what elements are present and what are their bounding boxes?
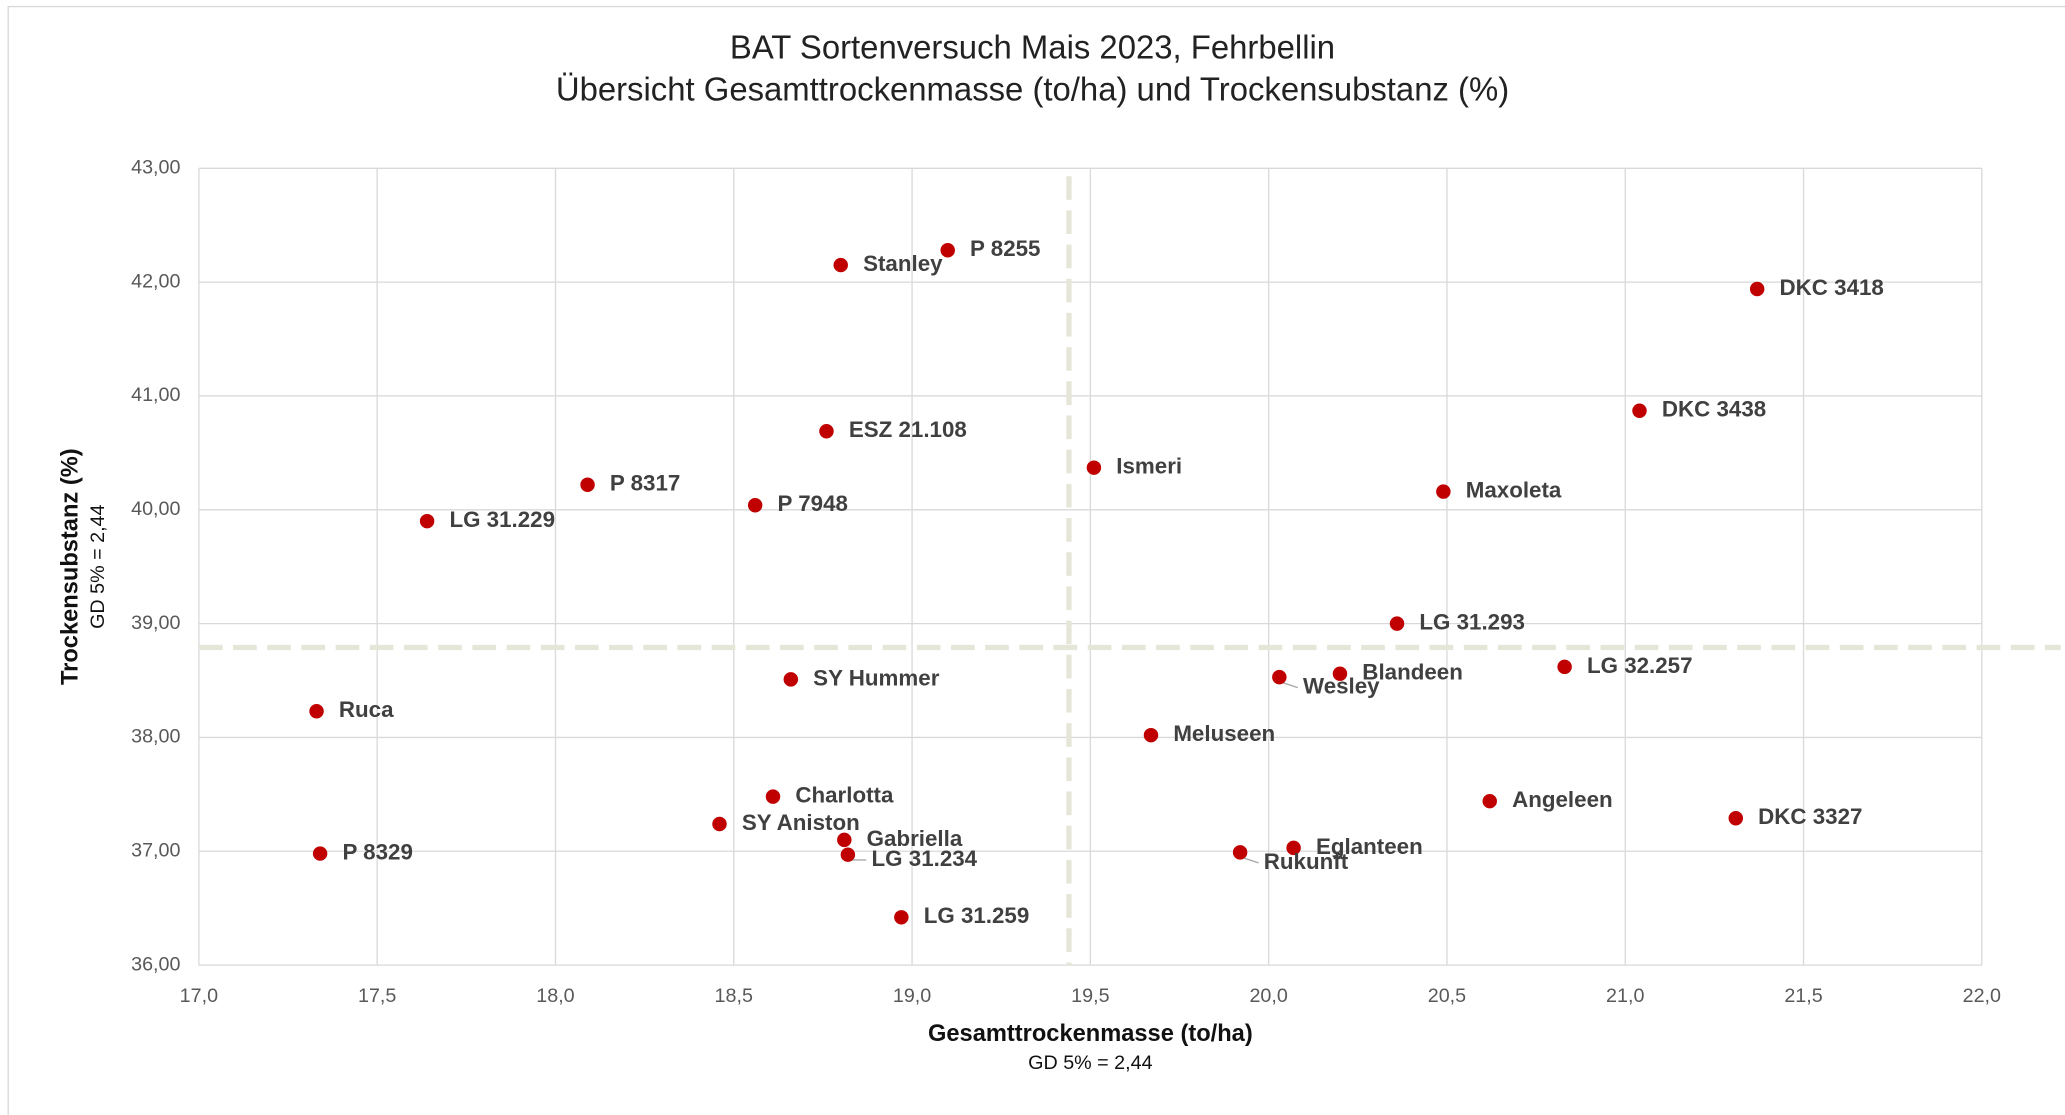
- chart-subtitle: Übersicht Gesamttrockenmasse (to/ha) und…: [556, 71, 1509, 108]
- point-label: Ismeri: [1116, 454, 1182, 479]
- point-label: LG 31.234: [872, 846, 978, 871]
- point-label: Maxoleta: [1466, 477, 1562, 502]
- data-point: [580, 477, 595, 492]
- point-label: Wesley: [1303, 674, 1380, 699]
- y-tick-label: 43,00: [131, 157, 180, 179]
- x-tick-label: 17,5: [358, 985, 396, 1007]
- data-point: [1389, 616, 1405, 631]
- y-axis-note: GD 5% = 2,44: [87, 504, 109, 628]
- point-label: Charlotta: [795, 783, 894, 808]
- leader-line: [1281, 681, 1298, 689]
- data-point: [419, 513, 435, 529]
- data-point: [1272, 669, 1287, 685]
- point-label: P 8255: [970, 236, 1040, 261]
- point-label: Meluseen: [1173, 721, 1275, 746]
- x-tick-label: 22,0: [1963, 985, 2001, 1007]
- data-point: [1086, 460, 1102, 475]
- data-point: [1436, 484, 1451, 499]
- x-tick-label: 21,0: [1606, 985, 1644, 1007]
- data-point: [1482, 793, 1497, 809]
- data-point: [765, 789, 781, 804]
- data-point: [894, 910, 909, 925]
- point-label: P 7948: [778, 491, 848, 516]
- data-point: [1286, 840, 1301, 856]
- y-tick-label: 38,00: [131, 726, 180, 748]
- y-tick-label: 37,00: [131, 839, 180, 861]
- point-label: Angeleen: [1512, 787, 1613, 812]
- y-tick-label: 40,00: [131, 498, 180, 520]
- leader-line: [1242, 857, 1259, 864]
- data-point: [837, 832, 852, 848]
- point-label: Stanley: [863, 251, 943, 276]
- point-label: DKC 3327: [1758, 804, 1862, 829]
- data-point: [312, 846, 328, 861]
- data-point: [840, 847, 856, 862]
- data-point: [1728, 811, 1744, 826]
- point-label: ESZ 21.108: [849, 417, 967, 442]
- data-point: [1749, 281, 1765, 297]
- data-point: [1332, 666, 1348, 681]
- x-tick-label: 21,5: [1784, 985, 1822, 1007]
- point-label: Eglanteen: [1316, 834, 1423, 859]
- data-point: [940, 243, 955, 258]
- point-label: P 8317: [610, 471, 680, 496]
- x-tick-label: 20,5: [1428, 985, 1466, 1007]
- x-tick-label: 20,0: [1249, 985, 1287, 1007]
- data-point: [1232, 845, 1248, 860]
- data-point: [819, 424, 834, 439]
- point-label: Ruca: [339, 697, 394, 722]
- point-label: P 8329: [342, 839, 412, 864]
- data-point: [833, 257, 848, 273]
- y-tick-label: 41,00: [131, 384, 180, 406]
- chart-border: [7, 5, 2065, 1115]
- x-axis-title: Gesamttrockenmasse (to/ha): [928, 1021, 1253, 1047]
- x-tick-label: 18,0: [536, 985, 574, 1007]
- data-point: [783, 672, 799, 687]
- point-label: SY Aniston: [742, 810, 860, 835]
- x-tick-label: 17,0: [180, 985, 218, 1007]
- x-tick-label: 18,5: [715, 985, 753, 1007]
- y-axis-title: Trockensubstanz (%): [58, 448, 84, 685]
- point-label: LG 31.229: [449, 507, 555, 532]
- x-axis-note: GD 5% = 2,44: [1028, 1052, 1152, 1074]
- point-label: SY Hummer: [813, 665, 940, 690]
- point-label: Rukunft: [1264, 849, 1349, 874]
- data-point: [1557, 659, 1572, 675]
- y-tick-label: 42,00: [131, 270, 180, 292]
- x-tick-label: 19,0: [893, 985, 931, 1007]
- chart-title: BAT Sortenversuch Mais 2023, Fehrbellin: [730, 29, 1335, 66]
- point-label: DKC 3418: [1780, 275, 1884, 300]
- point-label: LG 31.259: [924, 903, 1030, 928]
- data-point: [747, 498, 763, 513]
- point-label: LG 32.257: [1587, 653, 1693, 678]
- point-label: Gabriella: [867, 826, 963, 851]
- point-label: Blandeen: [1362, 660, 1463, 685]
- point-label: LG 31.293: [1419, 610, 1525, 635]
- y-tick-label: 39,00: [131, 612, 180, 634]
- x-tick-label: 19,5: [1071, 985, 1109, 1007]
- point-label: DKC 3438: [1662, 397, 1766, 422]
- data-point: [1143, 727, 1159, 743]
- data-point: [712, 816, 727, 832]
- data-point: [309, 704, 324, 719]
- data-point: [1632, 403, 1647, 418]
- y-tick-label: 36,00: [131, 953, 180, 975]
